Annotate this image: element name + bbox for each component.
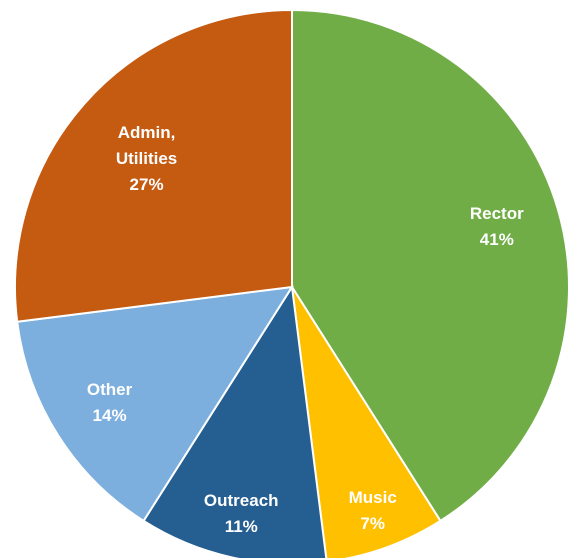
- category-label: Outreach: [203, 491, 279, 511]
- slice-label: Admin, Utilities 27%: [99, 120, 195, 198]
- value-label: 27%: [129, 174, 164, 194]
- slice-label: Outreach 11%: [193, 488, 289, 540]
- value-label: 14%: [92, 405, 127, 425]
- slice-label: Other 14%: [62, 377, 158, 429]
- pie-slice: [14, 8, 293, 323]
- category-label: Other: [86, 379, 133, 399]
- slice-label: Rector 41%: [449, 201, 545, 253]
- category-label: Rector: [469, 204, 524, 224]
- value-label: 7%: [360, 514, 385, 534]
- pie-slice: [142, 284, 328, 558]
- category-label: Music: [348, 488, 397, 508]
- category-label: Admin, Utilities: [115, 122, 178, 168]
- pie-slice: [291, 8, 569, 523]
- pie-slice: [291, 286, 442, 558]
- slice-label: Music 7%: [325, 485, 421, 537]
- value-label: 11%: [224, 517, 258, 537]
- pie-slice: [16, 285, 294, 523]
- value-label: 41%: [479, 230, 514, 250]
